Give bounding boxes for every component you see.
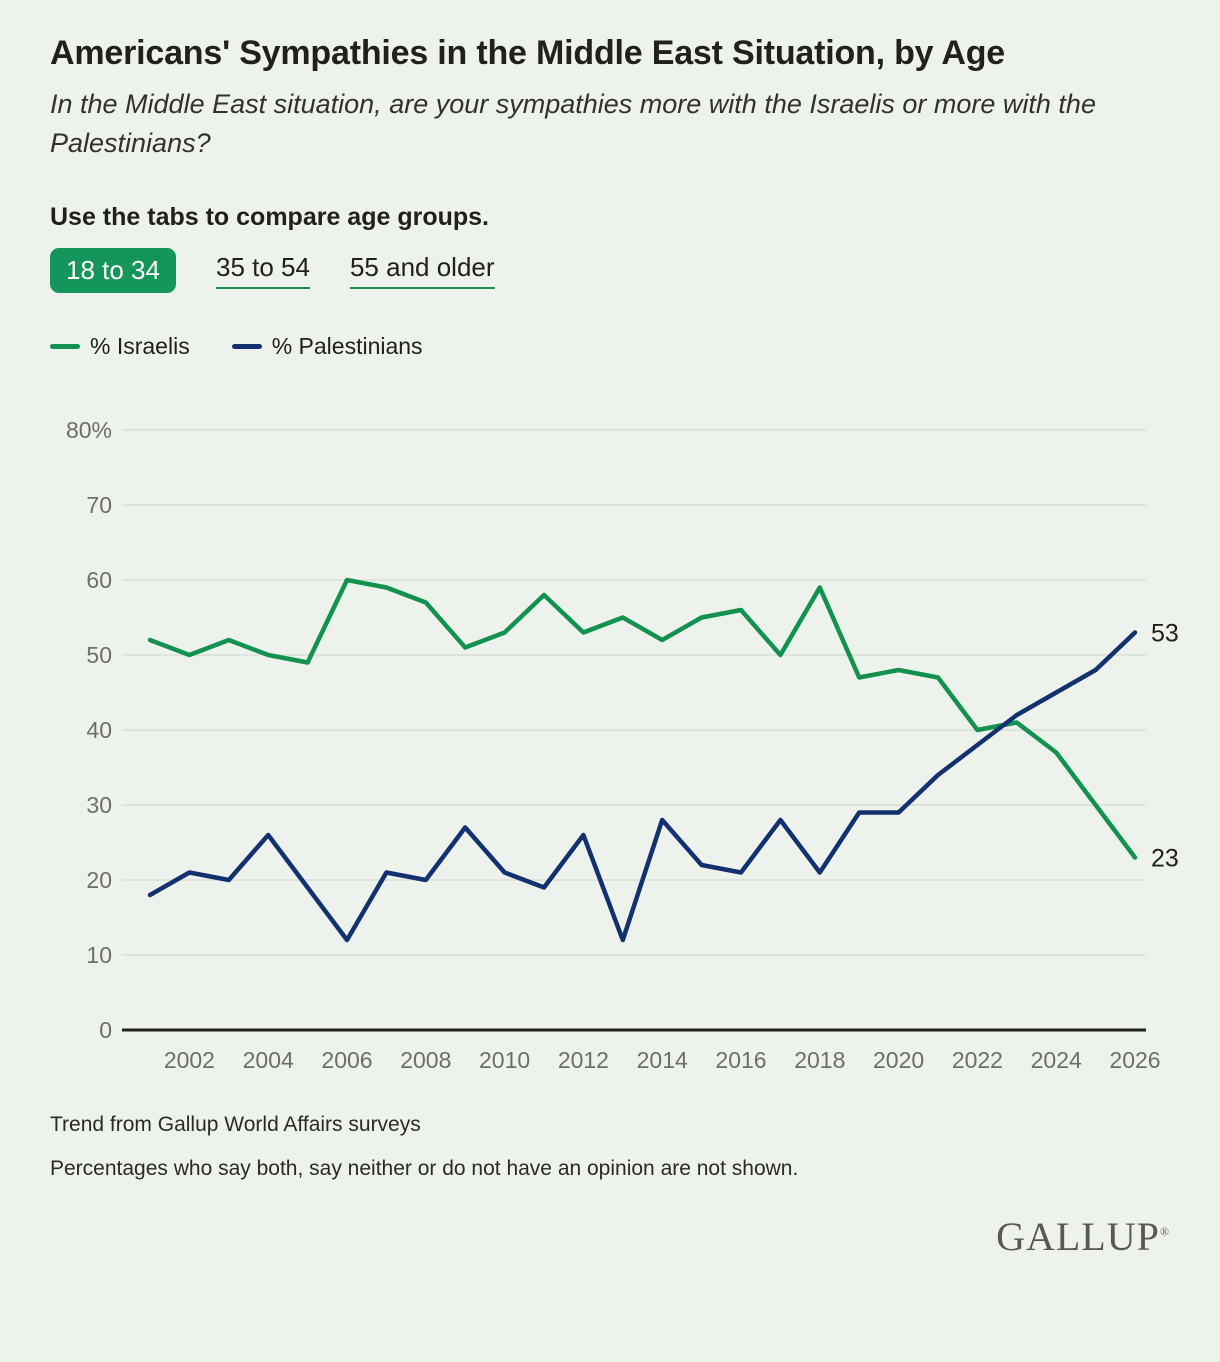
survey-question-subtitle: In the Middle East situation, are your s… <box>50 89 1096 159</box>
page-title: Americans' Sympathies in the Middle East… <box>50 34 1005 72</box>
y-tick-label: 10 <box>86 942 112 968</box>
source-note: Trend from Gallup World Affairs surveys <box>50 1113 421 1137</box>
x-tick-label: 2008 <box>400 1047 451 1073</box>
x-tick-label: 2018 <box>794 1047 845 1073</box>
israelis-line <box>147 578 1138 861</box>
tab-35-to-54[interactable]: 35 to 54 <box>215 252 310 290</box>
methodology-note: Percentages who say both, say neither or… <box>50 1156 799 1180</box>
registered-mark: ® <box>1159 1224 1170 1239</box>
age-group-tabs: 18 to 34 35 to 54 55 and older <box>50 248 1170 294</box>
tab-55-and-older[interactable]: 55 and older <box>349 252 495 290</box>
y-tick-label: 0 <box>99 1017 112 1043</box>
series-end-value-label: 23 <box>1151 845 1179 873</box>
y-tick-label: 60 <box>86 567 112 593</box>
gallup-logo: GALLUP® <box>996 1214 1170 1260</box>
x-tick-label: 2012 <box>558 1047 609 1073</box>
palestinians-line-swatch <box>231 344 262 350</box>
x-tick-label: 2006 <box>321 1047 372 1073</box>
x-tick-label: 2014 <box>637 1047 688 1073</box>
x-tick-label: 2020 <box>873 1047 924 1073</box>
x-tick-label: 2004 <box>243 1047 294 1073</box>
x-tick-label: 2002 <box>164 1047 215 1073</box>
y-tick-label: 80% <box>66 417 112 443</box>
chart-legend: % Israelis % Palestinians <box>50 333 1170 360</box>
x-tick-label: 2016 <box>715 1047 766 1073</box>
y-tick-label: 50 <box>86 642 112 668</box>
israelis-line-swatch <box>50 344 80 350</box>
y-tick-label: 70 <box>86 492 112 518</box>
legend-label-palestinians: % Palestinians <box>271 333 423 360</box>
series-end-value-label: 53 <box>1151 620 1179 648</box>
tabs-instruction: Use the tabs to compare age groups. <box>50 203 489 232</box>
legend-item-israelis: % Israelis <box>50 333 190 360</box>
x-tick-label: 2024 <box>1031 1047 1082 1073</box>
x-tick-label: 2010 <box>479 1047 530 1073</box>
x-tick-label: 2022 <box>952 1047 1003 1073</box>
tab-18-to-34[interactable]: 18 to 34 <box>50 248 176 294</box>
y-tick-label: 20 <box>86 867 112 893</box>
y-tick-label: 30 <box>86 792 112 818</box>
palestinians-line <box>147 630 1138 943</box>
legend-item-palestinians: % Palestinians <box>231 333 423 360</box>
y-tick-label: 40 <box>86 717 112 743</box>
x-tick-label: 2026 <box>1109 1047 1160 1073</box>
legend-label-israelis: % Israelis <box>90 333 190 360</box>
